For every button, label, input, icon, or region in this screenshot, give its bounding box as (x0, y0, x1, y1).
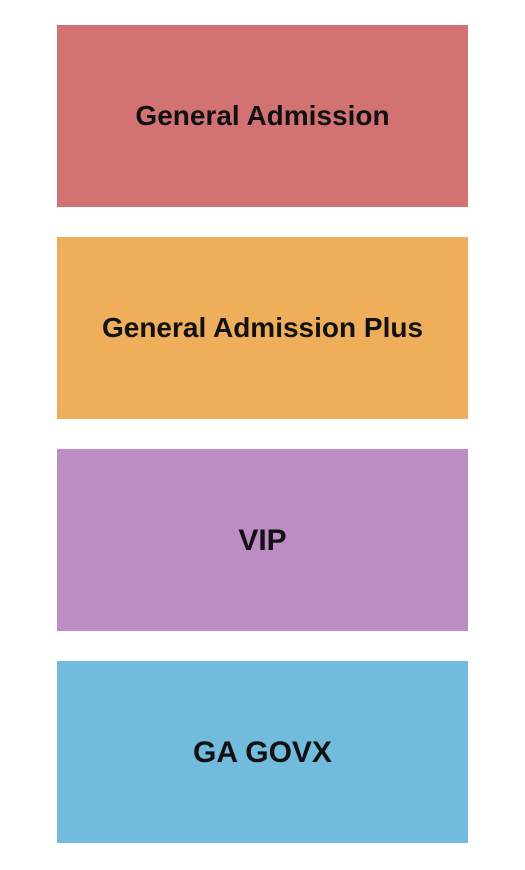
section-general-admission[interactable]: General Admission (57, 25, 468, 207)
section-general-admission-plus[interactable]: General Admission Plus (57, 237, 468, 419)
section-label: General Admission Plus (102, 310, 423, 346)
section-label: VIP (238, 521, 286, 560)
section-label: General Admission (135, 98, 389, 134)
section-ga-govx[interactable]: GA GOVX (57, 661, 468, 843)
section-vip[interactable]: VIP (57, 449, 468, 631)
section-label: GA GOVX (193, 733, 332, 772)
